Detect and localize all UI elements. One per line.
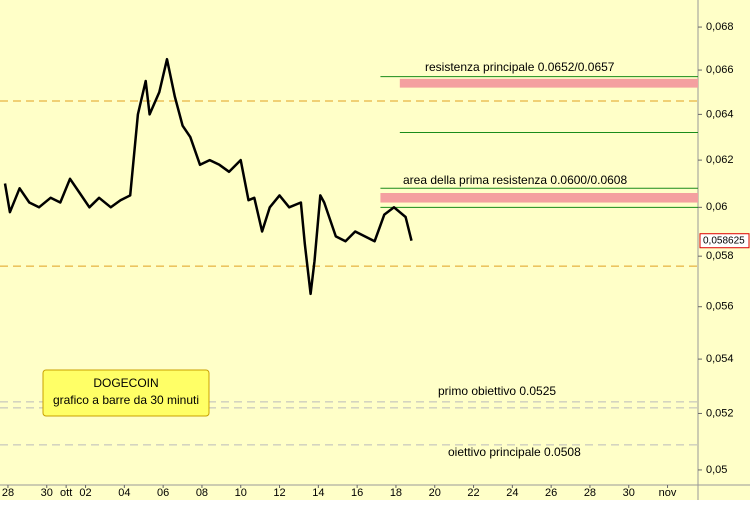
last-price-box — [699, 233, 750, 249]
last-price-label: 0,058625 — [703, 235, 745, 246]
y-tick-label: 0,052 — [706, 407, 734, 419]
x-tick-label: 30 — [41, 487, 53, 499]
annotation: area della prima resistenza 0.0600/0.060… — [403, 173, 627, 187]
y-tick-label: 0,058 — [706, 250, 734, 262]
annotation: oiettivo principale 0.0508 — [448, 445, 581, 459]
x-tick-label: 04 — [118, 487, 130, 499]
resistance-band — [399, 78, 698, 88]
y-tick-label: 0,056 — [706, 301, 734, 313]
x-tick-label: 28 — [2, 487, 14, 499]
annotation: resistenza principale 0.0652/0.0657 — [425, 60, 615, 74]
x-tick-label: 08 — [196, 487, 208, 499]
x-tick-label: ott — [60, 487, 72, 499]
y-tick-label: 0,064 — [706, 108, 734, 120]
info-box — [42, 369, 210, 417]
x-tick-label: 16 — [351, 487, 363, 499]
x-tick-label: 14 — [312, 487, 324, 499]
x-tick-label: nov — [659, 487, 677, 499]
y-tick-label: 0,062 — [706, 154, 734, 166]
x-tick-label: 22 — [467, 487, 479, 499]
x-tick-label: 28 — [584, 487, 596, 499]
y-tick-label: 0,054 — [706, 353, 734, 365]
y-tick-label: 0,066 — [706, 64, 734, 76]
x-tick-label: 30 — [623, 487, 635, 499]
y-tick-label: 0,068 — [706, 21, 734, 33]
resistance-band — [380, 193, 698, 203]
x-tick-label: 06 — [157, 487, 169, 499]
x-tick-label: 26 — [545, 487, 557, 499]
info-text: DOGECOIN — [93, 376, 158, 390]
x-tick-label: 02 — [79, 487, 91, 499]
y-tick-label: 0,06 — [706, 201, 727, 213]
x-tick-label: 12 — [273, 487, 285, 499]
info-text: grafico a barre da 30 minuti — [53, 393, 199, 407]
x-tick-label: 24 — [506, 487, 518, 499]
x-tick-label: 20 — [429, 487, 441, 499]
x-tick-label: 10 — [235, 487, 247, 499]
annotation: primo obiettivo 0.0525 — [438, 384, 556, 398]
price-line — [3, 57, 413, 296]
y-tick-label: 0,05 — [706, 464, 727, 476]
x-tick-label: 18 — [390, 487, 402, 499]
